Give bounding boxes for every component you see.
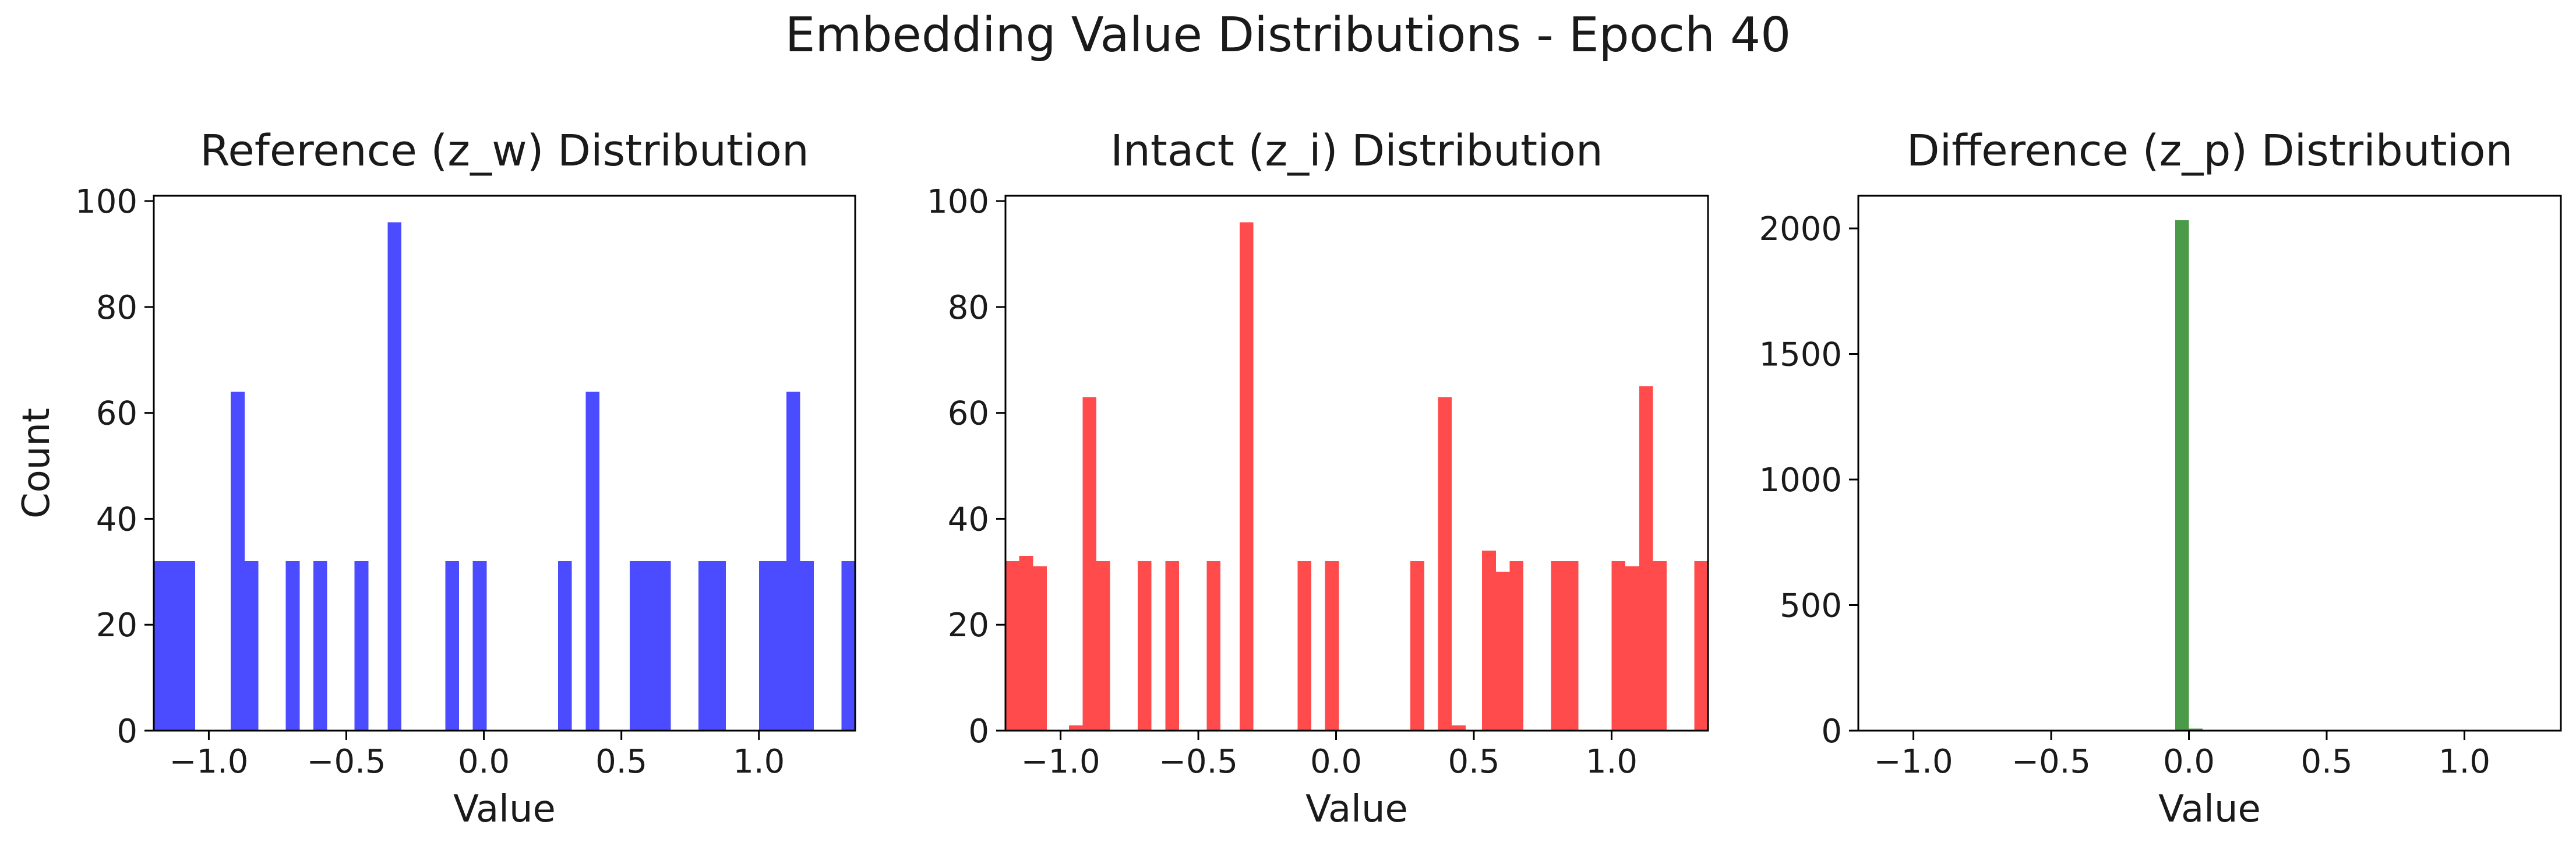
- x-tick-label: −0.5: [307, 743, 386, 781]
- y-tick-label: 40: [948, 500, 989, 538]
- histogram-bar: [1551, 561, 1579, 731]
- y-tick-label: 40: [96, 500, 137, 538]
- histogram-bar: [1438, 397, 1452, 731]
- histogram-bar: [1495, 572, 1510, 731]
- y-tick-label: 1500: [1759, 336, 1842, 374]
- histogram-bar: [2175, 220, 2189, 731]
- y-tick-label: 20: [948, 607, 989, 644]
- x-tick-label: 0.5: [595, 743, 647, 781]
- histogram-bar: [1096, 561, 1110, 731]
- histogram-bar: [1068, 725, 1083, 731]
- histogram-bar: [1410, 561, 1424, 731]
- histogram-bar: [629, 561, 671, 731]
- histogram-bar: [472, 561, 487, 731]
- x-tick-label: 1.0: [2439, 743, 2490, 781]
- x-axis-label: Value: [1305, 788, 1408, 831]
- y-tick-label: 100: [927, 183, 989, 221]
- histogram-bar: [1082, 397, 1097, 731]
- y-tick-label: 60: [96, 395, 137, 433]
- histogram-bar: [1452, 725, 1466, 731]
- y-tick-label: 1000: [1759, 461, 1842, 499]
- histogram-bar: [387, 222, 401, 731]
- histogram-bar: [1639, 386, 1653, 731]
- plot-frame: [153, 195, 856, 732]
- histogram-bar: [1611, 561, 1626, 731]
- histogram-bar: [1625, 566, 1639, 731]
- y-tick-label: 80: [96, 289, 137, 327]
- histogram-bar: [244, 561, 259, 731]
- histogram-bar: [698, 561, 726, 731]
- histogram-bar: [1138, 561, 1152, 731]
- histogram-bar: [154, 561, 195, 731]
- x-tick-label: −0.5: [1159, 743, 1238, 781]
- x-axis-label: Value: [2158, 788, 2261, 831]
- histogram-bar: [445, 561, 460, 731]
- y-tick-label: 80: [948, 289, 989, 327]
- x-axis-label: Value: [453, 788, 556, 831]
- x-tick-label: 0.5: [1448, 743, 1499, 781]
- histogram-bar: [1694, 561, 1708, 731]
- y-tick-label: 60: [948, 395, 989, 433]
- chart-title: Difference (z_p) Distribution: [1907, 126, 2513, 176]
- y-tick-label: 0: [1821, 713, 1842, 750]
- y-tick-label: 2000: [1759, 210, 1842, 248]
- x-tick-label: 1.0: [1586, 743, 1638, 781]
- histogram-bar: [786, 392, 800, 731]
- chart-title: Intact (z_i) Distribution: [1110, 126, 1603, 176]
- plot-frame: [1004, 195, 1709, 732]
- y-tick-label: 500: [1780, 587, 1842, 625]
- x-tick-label: 1.0: [733, 743, 785, 781]
- histogram-bar: [231, 392, 245, 731]
- x-tick-label: −1.0: [1021, 743, 1100, 781]
- histogram-bar: [1165, 561, 1179, 731]
- x-tick-label: 0.5: [2300, 743, 2352, 781]
- chart-title: Reference (z_w) Distribution: [200, 126, 809, 176]
- y-tick-label: 0: [968, 713, 989, 750]
- plot-frame: [1857, 195, 2562, 732]
- x-tick-label: 0.0: [458, 743, 510, 781]
- histogram-bar: [354, 561, 369, 731]
- x-tick-label: −1.0: [169, 743, 248, 781]
- histogram-bar: [1206, 561, 1220, 731]
- histogram-bar: [558, 561, 572, 731]
- histogram-bar: [1033, 566, 1047, 731]
- x-tick-label: −0.5: [2012, 743, 2091, 781]
- x-tick-label: −1.0: [1874, 743, 1953, 781]
- histogram-bar: [1653, 561, 1667, 731]
- histogram-bar: [1019, 556, 1033, 731]
- figure-suptitle: Embedding Value Distributions - Epoch 40: [785, 8, 1791, 63]
- histogram-bar: [2189, 728, 2203, 731]
- x-tick-label: 0.0: [2163, 743, 2215, 781]
- histogram-bar: [1482, 550, 1496, 731]
- histogram-bar: [800, 561, 814, 731]
- histogram-bar: [313, 561, 327, 731]
- histogram-bar: [1509, 561, 1524, 731]
- histogram-bar: [1240, 222, 1254, 731]
- x-tick-label: 0.0: [1310, 743, 1362, 781]
- histogram-bar: [1005, 561, 1019, 731]
- y-tick-label: 20: [96, 607, 137, 644]
- histogram-bar: [758, 561, 786, 731]
- histogram-bar: [1297, 561, 1311, 731]
- y-axis-label: Count: [15, 408, 58, 519]
- histogram-bar: [285, 561, 300, 731]
- y-tick-label: 100: [75, 183, 137, 221]
- histogram-bar: [585, 392, 599, 731]
- histogram-bar: [1325, 561, 1339, 731]
- histogram-bar: [841, 561, 855, 731]
- y-tick-label: 0: [117, 713, 137, 750]
